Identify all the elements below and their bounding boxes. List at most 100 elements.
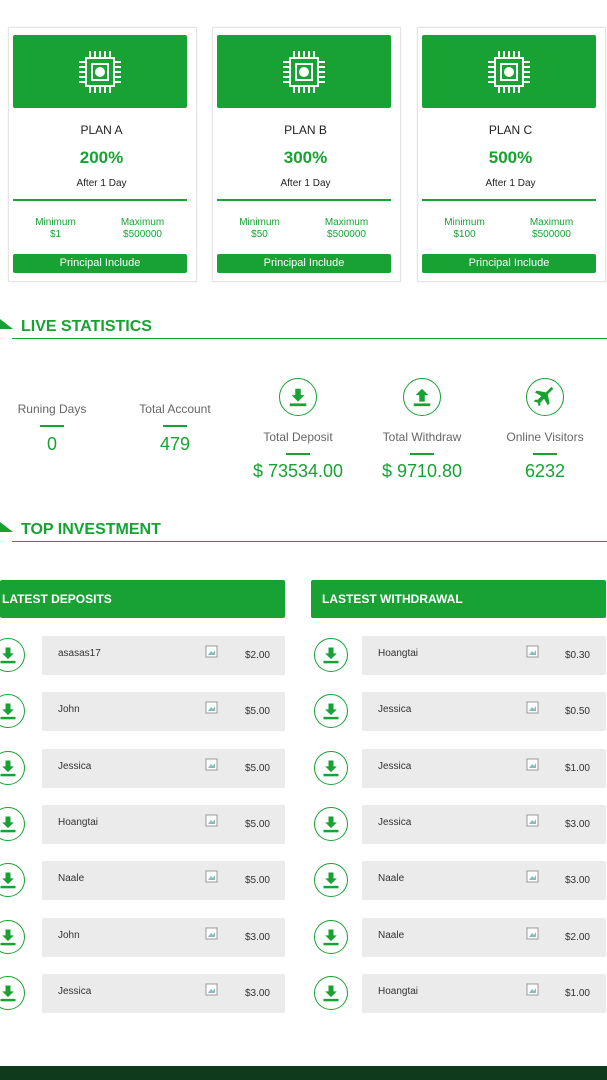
row-amount: $5.00 (244, 762, 270, 774)
min-value: $100 (453, 229, 476, 240)
row-box (42, 861, 285, 901)
stat-icon (403, 378, 441, 416)
row-icon (0, 863, 25, 898)
max-value: $500000 (532, 229, 571, 240)
row-box (362, 804, 606, 844)
row-image (526, 645, 540, 659)
row-image (526, 927, 540, 941)
min-label: Minimum (239, 217, 280, 228)
max-label: Maximum (324, 217, 369, 228)
stat-value: $ 9710.80 (381, 461, 463, 481)
row-name: Jessica (58, 985, 92, 997)
row-icon (0, 694, 25, 729)
row-icon (314, 694, 348, 729)
plan-name: PLAN B (284, 123, 327, 137)
row-name: Naale (58, 873, 85, 885)
row-image (205, 870, 219, 884)
row-image (526, 870, 540, 884)
row-name: Naale (378, 873, 405, 885)
max-label: Maximum (120, 217, 165, 228)
row-icon (314, 975, 348, 1010)
plan-header (13, 35, 187, 108)
stat-rule (410, 453, 434, 455)
plan-name: PLAN C (488, 123, 533, 137)
row-box (362, 973, 606, 1013)
row-box (42, 692, 285, 732)
plan-button[interactable]: Principal Include (13, 254, 187, 273)
stat-icon (526, 378, 564, 416)
stat-rule (40, 425, 64, 427)
plan-header (422, 35, 596, 108)
row-amount: $2.00 (244, 650, 270, 661)
section-title: LIVE STATISTICS (21, 318, 152, 335)
stat-label: Runing Days (17, 402, 87, 416)
stat-label: Online Visitors (506, 430, 584, 444)
plan-rate: 300% (283, 148, 328, 167)
stat-label: Total Deposit (263, 430, 333, 444)
section-title: TOP INVESTMENT (21, 521, 161, 538)
min-label: Minimum (444, 217, 485, 228)
row-icon (314, 863, 348, 898)
row-icon (0, 919, 25, 954)
row-amount: $0.30 (564, 650, 590, 661)
divider (217, 199, 391, 201)
row-amount: $0.50 (564, 706, 590, 718)
row-amount: $2.00 (564, 931, 590, 943)
row-box (42, 917, 285, 957)
row-image (205, 758, 219, 772)
row-name: Hoangtai (378, 985, 419, 997)
max-value: $500000 (123, 229, 162, 240)
divider (422, 199, 596, 201)
min-label: Minimum (35, 217, 76, 228)
row-amount: $1.00 (564, 762, 590, 774)
row-icon (314, 806, 348, 841)
section-marker (0, 522, 13, 532)
stat-label: Total Withdraw (382, 430, 462, 444)
row-amount: $3.00 (564, 818, 590, 830)
footer-bar (0, 1066, 607, 1080)
row-icon (314, 919, 348, 954)
stat-value: 6232 (524, 461, 566, 481)
row-name: Jessica (378, 816, 412, 828)
row-name: Hoangtai (378, 648, 419, 659)
row-amount: $3.00 (564, 875, 590, 887)
row-box (362, 692, 606, 732)
row-amount: $5.00 (244, 875, 270, 887)
stat-icon (279, 378, 317, 416)
stat-rule (163, 425, 187, 427)
list-header: LASTEST WITHDRAWAL (311, 580, 606, 618)
plan-button[interactable]: Principal Include (422, 254, 596, 273)
row-icon (0, 975, 25, 1010)
stat-value: 479 (159, 434, 191, 454)
row-image (205, 645, 219, 659)
row-image (526, 983, 540, 997)
row-box (42, 973, 285, 1013)
row-box (362, 636, 606, 675)
row-icon (314, 638, 348, 672)
row-box (362, 748, 606, 788)
stat-rule (533, 453, 557, 455)
max-label: Maximum (529, 217, 574, 228)
divider (13, 199, 187, 201)
min-value: $1 (49, 229, 62, 240)
plan-header (217, 35, 391, 108)
plan-button[interactable]: Principal Include (217, 254, 391, 273)
row-name: Naale (378, 929, 405, 941)
row-icon (0, 806, 25, 841)
row-amount: $5.00 (244, 818, 270, 830)
row-box (362, 917, 606, 957)
stat-value: 0 (46, 434, 57, 454)
row-image (205, 927, 219, 941)
plan-duration: After 1 Day (280, 178, 331, 189)
list-header: LATEST DEPOSITS (0, 580, 285, 618)
plan-duration: After 1 Day (76, 178, 127, 189)
row-amount: $5.00 (244, 706, 270, 718)
row-name: Hoangtai (58, 816, 99, 828)
plan-rate: 200% (79, 148, 124, 167)
section-line (12, 541, 607, 542)
row-icon (0, 638, 25, 672)
row-amount: $3.00 (244, 931, 270, 943)
row-name: asasas17 (58, 648, 101, 659)
row-box (42, 804, 285, 844)
